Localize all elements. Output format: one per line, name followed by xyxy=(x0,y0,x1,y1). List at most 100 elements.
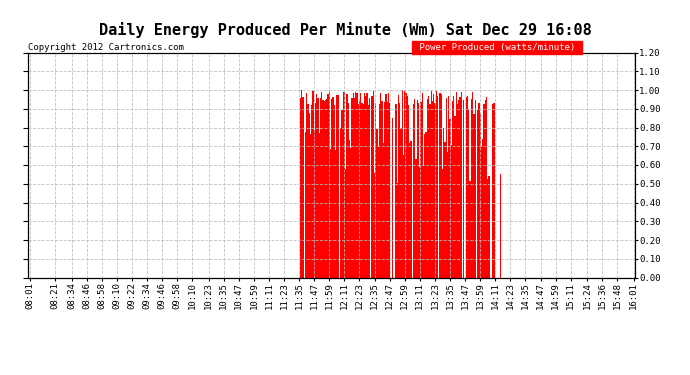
Bar xyxy=(310,134,311,278)
Bar xyxy=(405,93,406,278)
Bar xyxy=(493,103,495,278)
Bar xyxy=(334,105,335,278)
Bar xyxy=(441,94,442,278)
Bar xyxy=(355,92,356,278)
Bar xyxy=(475,100,476,278)
Bar xyxy=(486,97,487,278)
Bar xyxy=(366,93,368,278)
Bar xyxy=(414,99,415,278)
Bar xyxy=(301,90,302,278)
Bar xyxy=(466,97,467,278)
Bar xyxy=(320,98,321,278)
Bar xyxy=(333,97,334,278)
Bar xyxy=(415,159,417,278)
Bar xyxy=(299,98,301,278)
Bar xyxy=(349,140,350,278)
Bar xyxy=(434,103,435,278)
Bar xyxy=(307,104,308,278)
Bar xyxy=(431,91,432,278)
Bar xyxy=(473,114,475,278)
Bar xyxy=(437,96,438,278)
Bar xyxy=(492,104,493,278)
Bar xyxy=(325,100,326,278)
Bar xyxy=(322,100,324,278)
Bar xyxy=(440,93,441,278)
Bar xyxy=(331,99,333,278)
Bar xyxy=(319,133,320,278)
Bar xyxy=(364,93,365,278)
Bar xyxy=(391,118,393,278)
Bar xyxy=(365,96,366,278)
Bar xyxy=(469,181,471,278)
Bar xyxy=(357,104,359,278)
Bar xyxy=(348,103,349,278)
Bar xyxy=(306,93,307,278)
Bar xyxy=(402,90,403,278)
Bar xyxy=(455,92,457,278)
Bar xyxy=(449,119,451,278)
Bar xyxy=(400,128,402,278)
Bar xyxy=(404,91,405,278)
Bar xyxy=(448,96,449,278)
Bar xyxy=(444,142,446,278)
Bar xyxy=(482,139,483,278)
Bar xyxy=(321,92,322,278)
Bar xyxy=(417,100,418,278)
Bar xyxy=(302,98,304,278)
Bar xyxy=(335,150,336,278)
Bar xyxy=(305,132,306,278)
Bar xyxy=(477,110,478,278)
Bar xyxy=(360,93,362,278)
Bar xyxy=(484,100,486,278)
Bar xyxy=(316,94,317,278)
Bar xyxy=(324,101,325,278)
Bar xyxy=(460,97,461,278)
Bar xyxy=(397,183,398,278)
Bar xyxy=(317,98,319,278)
Bar xyxy=(453,96,455,278)
Bar xyxy=(353,93,354,278)
Bar xyxy=(457,104,458,278)
Bar xyxy=(384,102,385,278)
Bar xyxy=(487,179,489,278)
Bar xyxy=(342,92,344,278)
Bar xyxy=(380,93,382,278)
Bar xyxy=(500,174,501,278)
Bar xyxy=(399,103,400,278)
Bar xyxy=(363,104,364,278)
Text: Power Produced (watts/minute): Power Produced (watts/minute) xyxy=(414,43,580,52)
Bar xyxy=(461,92,462,278)
Bar xyxy=(423,166,424,278)
Bar xyxy=(326,99,328,278)
Bar xyxy=(373,91,374,278)
Bar xyxy=(403,155,404,278)
Bar xyxy=(452,100,453,278)
Bar xyxy=(311,105,313,278)
Bar xyxy=(483,104,484,278)
Bar xyxy=(471,99,472,278)
Bar xyxy=(385,94,386,278)
Bar xyxy=(408,105,409,278)
Bar xyxy=(424,135,426,278)
Bar xyxy=(346,94,348,278)
Bar xyxy=(428,96,429,278)
Bar xyxy=(354,98,355,278)
Bar xyxy=(435,91,437,278)
Bar xyxy=(418,103,420,278)
Bar xyxy=(443,128,444,278)
Text: Daily Energy Produced Per Minute (Wm) Sat Dec 29 16:08: Daily Energy Produced Per Minute (Wm) Sa… xyxy=(99,22,591,39)
Bar xyxy=(398,94,399,278)
Bar xyxy=(368,105,369,278)
Bar xyxy=(451,145,452,278)
Bar xyxy=(382,101,383,278)
Bar xyxy=(375,103,377,278)
Bar xyxy=(413,104,414,278)
Bar xyxy=(433,94,434,278)
Bar xyxy=(351,98,353,278)
Bar xyxy=(463,100,464,278)
Bar xyxy=(411,141,412,278)
Bar xyxy=(446,98,447,278)
Bar xyxy=(345,169,346,278)
Bar xyxy=(426,99,428,278)
Bar xyxy=(388,93,389,278)
